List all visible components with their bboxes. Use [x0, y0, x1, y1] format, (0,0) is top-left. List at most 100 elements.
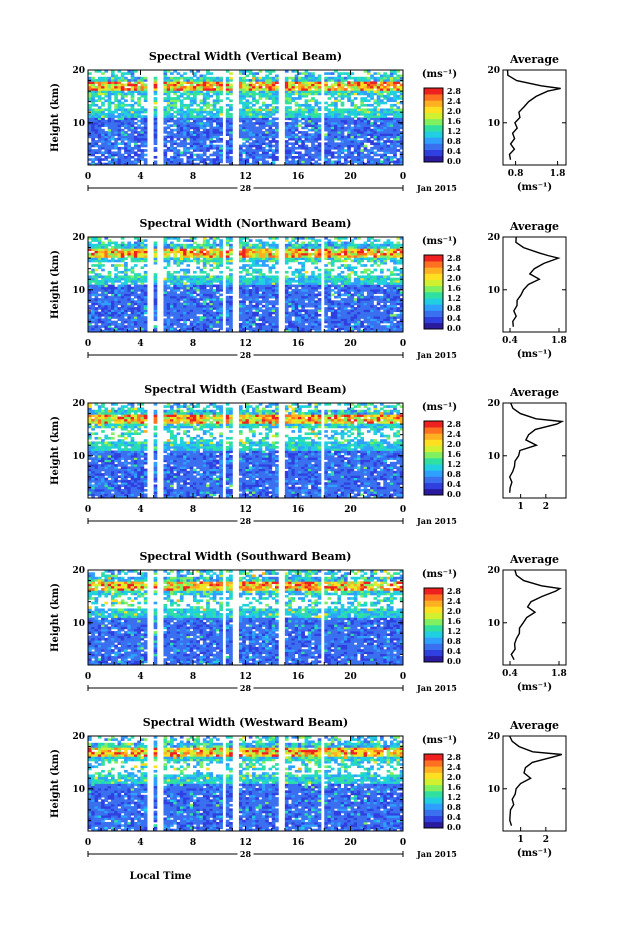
heatmap-cell — [225, 241, 230, 245]
heatmap-cell — [396, 110, 401, 114]
heatmap-cell — [334, 99, 338, 103]
heatmap-cell — [189, 99, 194, 103]
heatmap-cell — [127, 298, 132, 301]
heatmap-cell — [114, 144, 118, 148]
heatmap-cell — [370, 76, 374, 80]
heatmap-cell — [91, 320, 95, 324]
heatmap-cell — [301, 90, 305, 94]
heatmap-cell — [206, 250, 210, 254]
heatmap-cell — [242, 302, 246, 306]
heatmap-cell — [173, 279, 177, 283]
heatmap-cell — [376, 83, 381, 87]
heatmap-cell — [179, 122, 184, 125]
heatmap-cell — [186, 257, 191, 261]
heatmap-cell — [363, 88, 368, 91]
heatmap-cell — [399, 85, 404, 89]
heatmap-cell — [373, 126, 378, 130]
heatmap-cell — [206, 110, 210, 114]
heatmap-cell — [212, 275, 217, 279]
heatmap-cell — [242, 257, 246, 261]
heatmap-cell — [255, 101, 260, 105]
heatmap-cell — [153, 122, 158, 125]
heatmap-cell — [327, 146, 332, 150]
heatmap-cell — [166, 237, 171, 240]
heatmap-cell — [124, 124, 128, 127]
heatmap-cell — [265, 110, 269, 114]
heatmap-cell — [183, 246, 187, 249]
heatmap-cell — [94, 115, 99, 118]
heatmap-cell — [265, 106, 269, 109]
heatmap-cell — [130, 106, 135, 109]
heatmap-cell — [399, 83, 404, 87]
heatmap-cell — [176, 137, 181, 141]
average-y-tick-label: 20 — [487, 66, 500, 76]
heatmap-cell — [268, 313, 273, 317]
heatmap-cell — [275, 144, 279, 148]
heatmap-cell — [327, 72, 332, 75]
heatmap-cell — [242, 248, 246, 251]
heatmap-cell — [179, 128, 184, 132]
heatmap-cell — [107, 92, 112, 96]
heatmap-cell — [229, 99, 233, 103]
heatmap-cell — [340, 108, 345, 112]
heatmap-cell — [225, 103, 230, 107]
heatmap-cell — [219, 85, 223, 89]
heatmap-cell — [370, 158, 374, 161]
heatmap-cell — [91, 85, 95, 89]
heatmap-cell — [179, 158, 184, 161]
heatmap-cell — [163, 149, 168, 152]
heatmap-cell — [215, 250, 220, 254]
heatmap-cell — [261, 124, 266, 127]
heatmap-cell — [366, 103, 371, 107]
heatmap-cell — [265, 318, 269, 322]
heatmap-cell — [314, 99, 319, 103]
heatmap-cell — [189, 112, 194, 116]
heatmap-cell — [107, 153, 112, 157]
heatmap-cell — [124, 92, 128, 96]
heatmap-cell — [294, 119, 299, 123]
heatmap-cell — [334, 79, 338, 82]
x-tick-label: 16 — [292, 172, 305, 182]
heatmap-cell — [330, 128, 335, 132]
heatmap-cell — [91, 293, 95, 297]
heatmap-cell — [225, 266, 230, 270]
heatmap-cell — [298, 76, 302, 80]
heatmap-cell — [91, 119, 95, 123]
heatmap-cell — [137, 279, 141, 283]
heatmap-cell — [202, 257, 207, 261]
heatmap-cell — [393, 110, 397, 114]
heatmap-cell — [199, 153, 204, 157]
heatmap-cell — [202, 110, 207, 114]
heatmap-cell — [229, 268, 233, 272]
heatmap-cell — [215, 122, 220, 125]
heatmap-cell — [307, 318, 312, 322]
heatmap-cell — [337, 133, 342, 136]
heatmap-cell — [193, 252, 197, 256]
heatmap-cell — [327, 133, 332, 136]
heatmap-cell — [114, 322, 118, 326]
heatmap-cell — [107, 144, 112, 148]
heatmap-cell — [386, 99, 391, 103]
heatmap-cell — [376, 79, 381, 82]
heatmap-cell — [120, 300, 125, 303]
heatmap-cell — [275, 94, 279, 98]
heatmap-cell — [193, 309, 197, 313]
heatmap-cell — [225, 318, 230, 322]
heatmap-cell — [360, 160, 365, 164]
heatmap-cell — [176, 153, 181, 157]
heatmap-cell — [229, 140, 233, 143]
heatmap-cell — [137, 85, 141, 89]
heatmap-cell — [252, 257, 256, 261]
heatmap-cell — [261, 146, 266, 150]
heatmap-cell — [284, 284, 289, 288]
heatmap-cell — [173, 293, 177, 297]
heatmap-cell — [176, 295, 181, 299]
heatmap-cell — [271, 81, 276, 84]
heatmap-cell — [275, 307, 279, 310]
heatmap-cell — [383, 108, 387, 112]
heatmap-cell — [173, 255, 177, 258]
heatmap-cell — [193, 295, 197, 299]
heatmap-cell — [294, 327, 299, 331]
heatmap-cell — [396, 137, 401, 141]
heatmap-cell — [350, 85, 355, 89]
